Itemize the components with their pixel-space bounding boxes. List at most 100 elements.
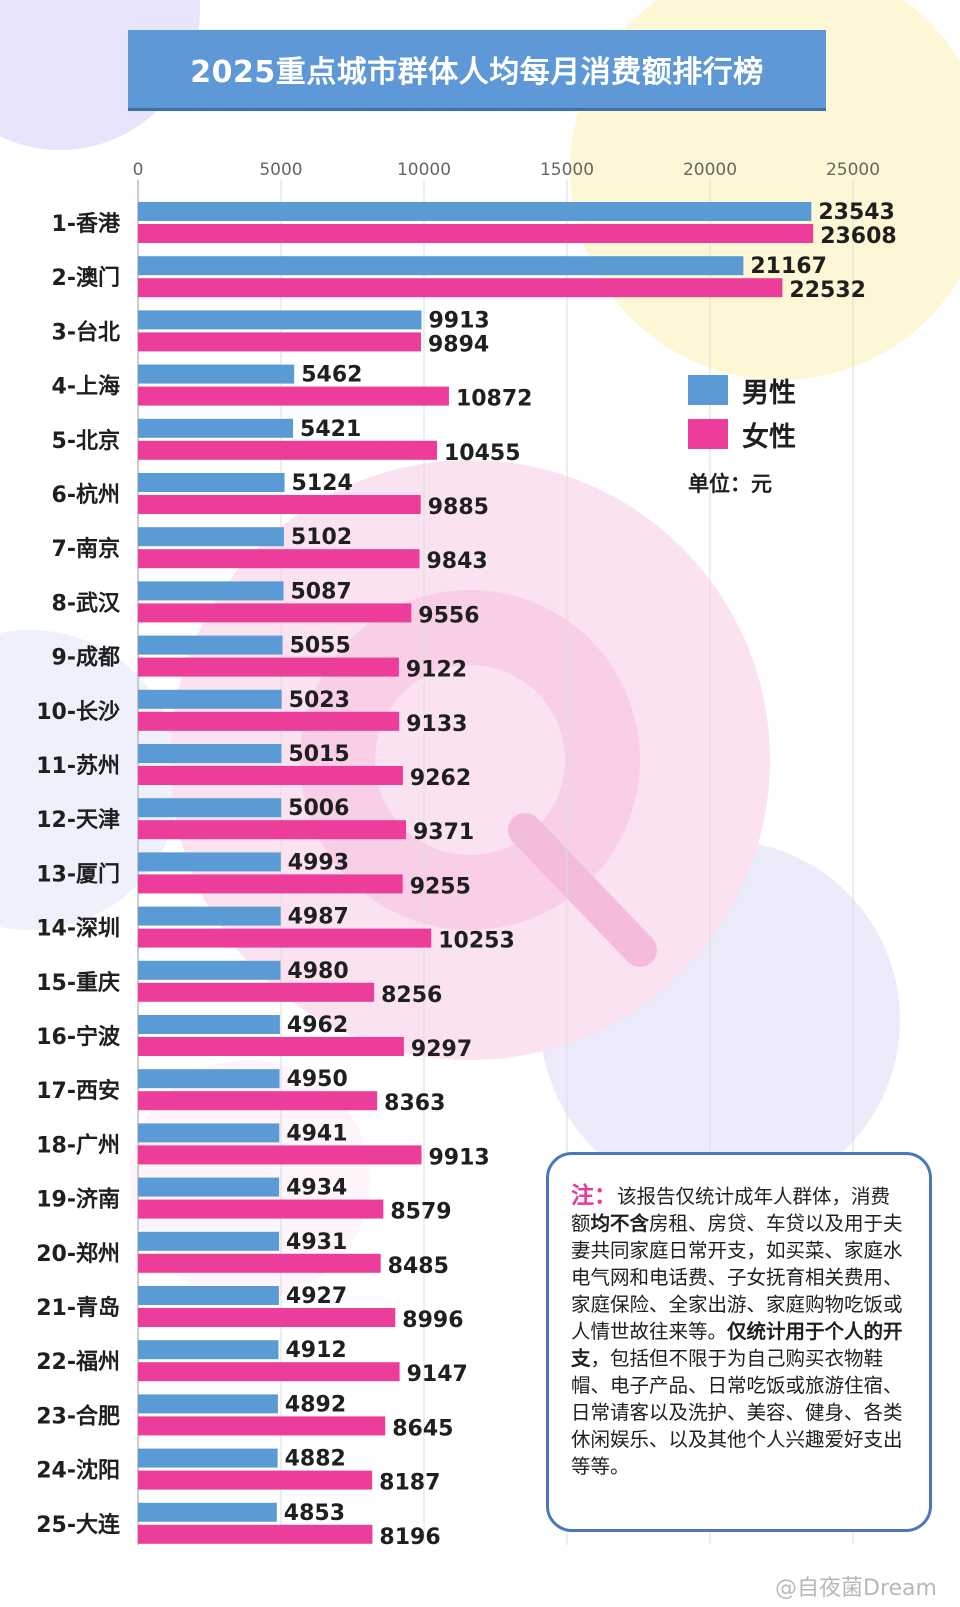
value-label-male: 21167 xyxy=(750,254,827,279)
category-label: 14-深圳 xyxy=(36,917,120,942)
value-label-male: 5015 xyxy=(288,742,349,767)
bar-male xyxy=(138,1177,280,1197)
bar-female xyxy=(138,1308,396,1327)
bar-female xyxy=(138,332,421,352)
value-label-male: 5124 xyxy=(292,471,353,496)
value-label-male: 5102 xyxy=(291,525,352,550)
x-tick-label: 20000 xyxy=(683,160,737,180)
x-tick-label: 15000 xyxy=(540,160,594,180)
bar-female xyxy=(138,495,421,514)
value-label-male: 4987 xyxy=(288,905,349,930)
value-label-male: 5462 xyxy=(301,363,362,388)
value-label-female: 10872 xyxy=(456,387,533,412)
category-label: 21-青岛 xyxy=(36,1295,120,1321)
category-label: 10-长沙 xyxy=(36,700,120,725)
value-label-female: 8645 xyxy=(392,1416,453,1441)
value-label-female: 10455 xyxy=(444,441,521,466)
value-label-female: 8196 xyxy=(379,1525,440,1550)
category-label: 9-成都 xyxy=(52,646,120,671)
value-label-male: 5055 xyxy=(290,634,351,659)
x-tick-label: 0 xyxy=(133,160,144,180)
value-label-male: 4892 xyxy=(285,1392,346,1417)
bar-female xyxy=(138,440,438,460)
value-label-female: 10253 xyxy=(438,929,515,954)
value-label-female: 9885 xyxy=(428,495,489,520)
category-label: 23-合肥 xyxy=(36,1403,120,1429)
chart-title: 2025重点城市群体人均每月消费额排行榜 xyxy=(190,55,764,90)
value-label-male: 4934 xyxy=(286,1176,347,1201)
bar-female xyxy=(138,820,407,840)
bar-female xyxy=(138,711,400,731)
bar-male xyxy=(138,1015,280,1034)
note-box: 注：该报告仅统计成年人群体，消费额均不含房租、房贷、车贷以及用于夫妻共同家庭日常… xyxy=(546,1152,932,1532)
category-label: 1-香港 xyxy=(52,212,121,237)
value-label-male: 4931 xyxy=(286,1230,347,1255)
bar-male xyxy=(138,1231,280,1251)
bar-male xyxy=(138,798,282,818)
bar-female xyxy=(138,224,814,243)
category-label: 22-福州 xyxy=(36,1350,120,1375)
value-label-male: 4950 xyxy=(287,1067,348,1092)
value-label-male: 4980 xyxy=(287,959,348,984)
category-label: 8-武汉 xyxy=(52,591,121,616)
watermark: @自夜菌Dream xyxy=(775,1576,937,1601)
value-label-male: 5421 xyxy=(300,417,361,442)
title-banner: 2025重点城市群体人均每月消费额排行榜 xyxy=(128,30,826,108)
bar-male xyxy=(138,256,744,276)
bar-female xyxy=(138,1037,404,1056)
value-label-female: 8579 xyxy=(390,1200,451,1225)
value-label-male: 23543 xyxy=(818,200,895,225)
category-label: 20-郑州 xyxy=(36,1242,120,1267)
note-prefix: 注： xyxy=(571,1183,617,1209)
legend-item-female: 女性 xyxy=(688,412,858,456)
x-tick-label: 10000 xyxy=(397,160,451,180)
value-label-male: 5023 xyxy=(289,688,350,713)
bar-male xyxy=(138,689,282,709)
category-label: 24-沈阳 xyxy=(36,1459,120,1484)
value-label-female: 8363 xyxy=(384,1091,445,1116)
category-label: 25-大连 xyxy=(36,1512,121,1538)
value-label-female: 9556 xyxy=(418,603,479,628)
category-label: 18-广州 xyxy=(36,1132,120,1158)
bar-female xyxy=(138,1416,386,1436)
bar-male xyxy=(138,310,422,330)
bar-male xyxy=(138,364,295,384)
note-bold-2: 仅统计用于个人的开支 xyxy=(571,1320,903,1370)
bar-female xyxy=(138,766,403,785)
value-label-male: 4993 xyxy=(288,850,349,875)
bar-female xyxy=(138,982,375,1002)
value-label-male: 9913 xyxy=(429,308,490,333)
bar-male xyxy=(138,635,283,655)
value-label-male: 5006 xyxy=(288,796,349,821)
value-label-female: 8485 xyxy=(388,1254,449,1279)
bar-male xyxy=(138,418,294,438)
bar-female xyxy=(138,1253,381,1273)
value-label-female: 9133 xyxy=(406,712,467,737)
category-label: 4-上海 xyxy=(52,374,120,400)
bar-female xyxy=(138,1362,400,1382)
labels: 23543236081-香港21167225322-澳门991398943-台北… xyxy=(36,200,896,1550)
bar-female xyxy=(138,1145,422,1165)
x-tick-label: 5000 xyxy=(259,160,302,180)
value-label-male: 4853 xyxy=(284,1501,345,1526)
bar-female xyxy=(138,603,412,623)
bar-male xyxy=(138,1123,280,1143)
bar-female xyxy=(138,549,420,569)
bar-male xyxy=(138,473,285,492)
note-text-1: 该报告仅统计成年人群体，消费额 xyxy=(571,1185,891,1235)
bar-female xyxy=(138,386,449,406)
value-label-female: 9894 xyxy=(428,332,489,357)
bar-female xyxy=(138,657,399,677)
category-label: 19-济南 xyxy=(36,1187,120,1213)
bar-female xyxy=(138,874,403,894)
category-label: 11-苏州 xyxy=(36,753,120,779)
bar-female xyxy=(138,1199,384,1219)
value-label-male: 4962 xyxy=(287,1013,348,1038)
bar-male xyxy=(138,527,284,547)
legend-swatch-female xyxy=(688,419,728,449)
bar-male xyxy=(138,744,282,763)
category-label: 13-厦门 xyxy=(36,861,120,887)
bar-male xyxy=(138,1069,280,1089)
value-label-female: 9147 xyxy=(407,1362,468,1387)
legend-item-male: 男性 xyxy=(688,368,858,412)
